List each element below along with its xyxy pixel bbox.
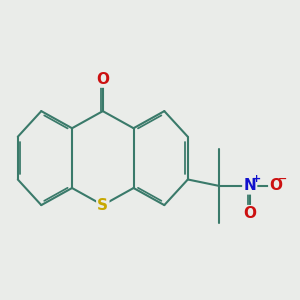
Text: N: N	[243, 178, 256, 194]
Text: O: O	[96, 72, 109, 87]
Text: O: O	[243, 206, 256, 221]
Text: −: −	[278, 174, 287, 184]
Text: S: S	[97, 198, 108, 213]
Text: +: +	[251, 174, 261, 184]
Text: O: O	[269, 178, 282, 194]
